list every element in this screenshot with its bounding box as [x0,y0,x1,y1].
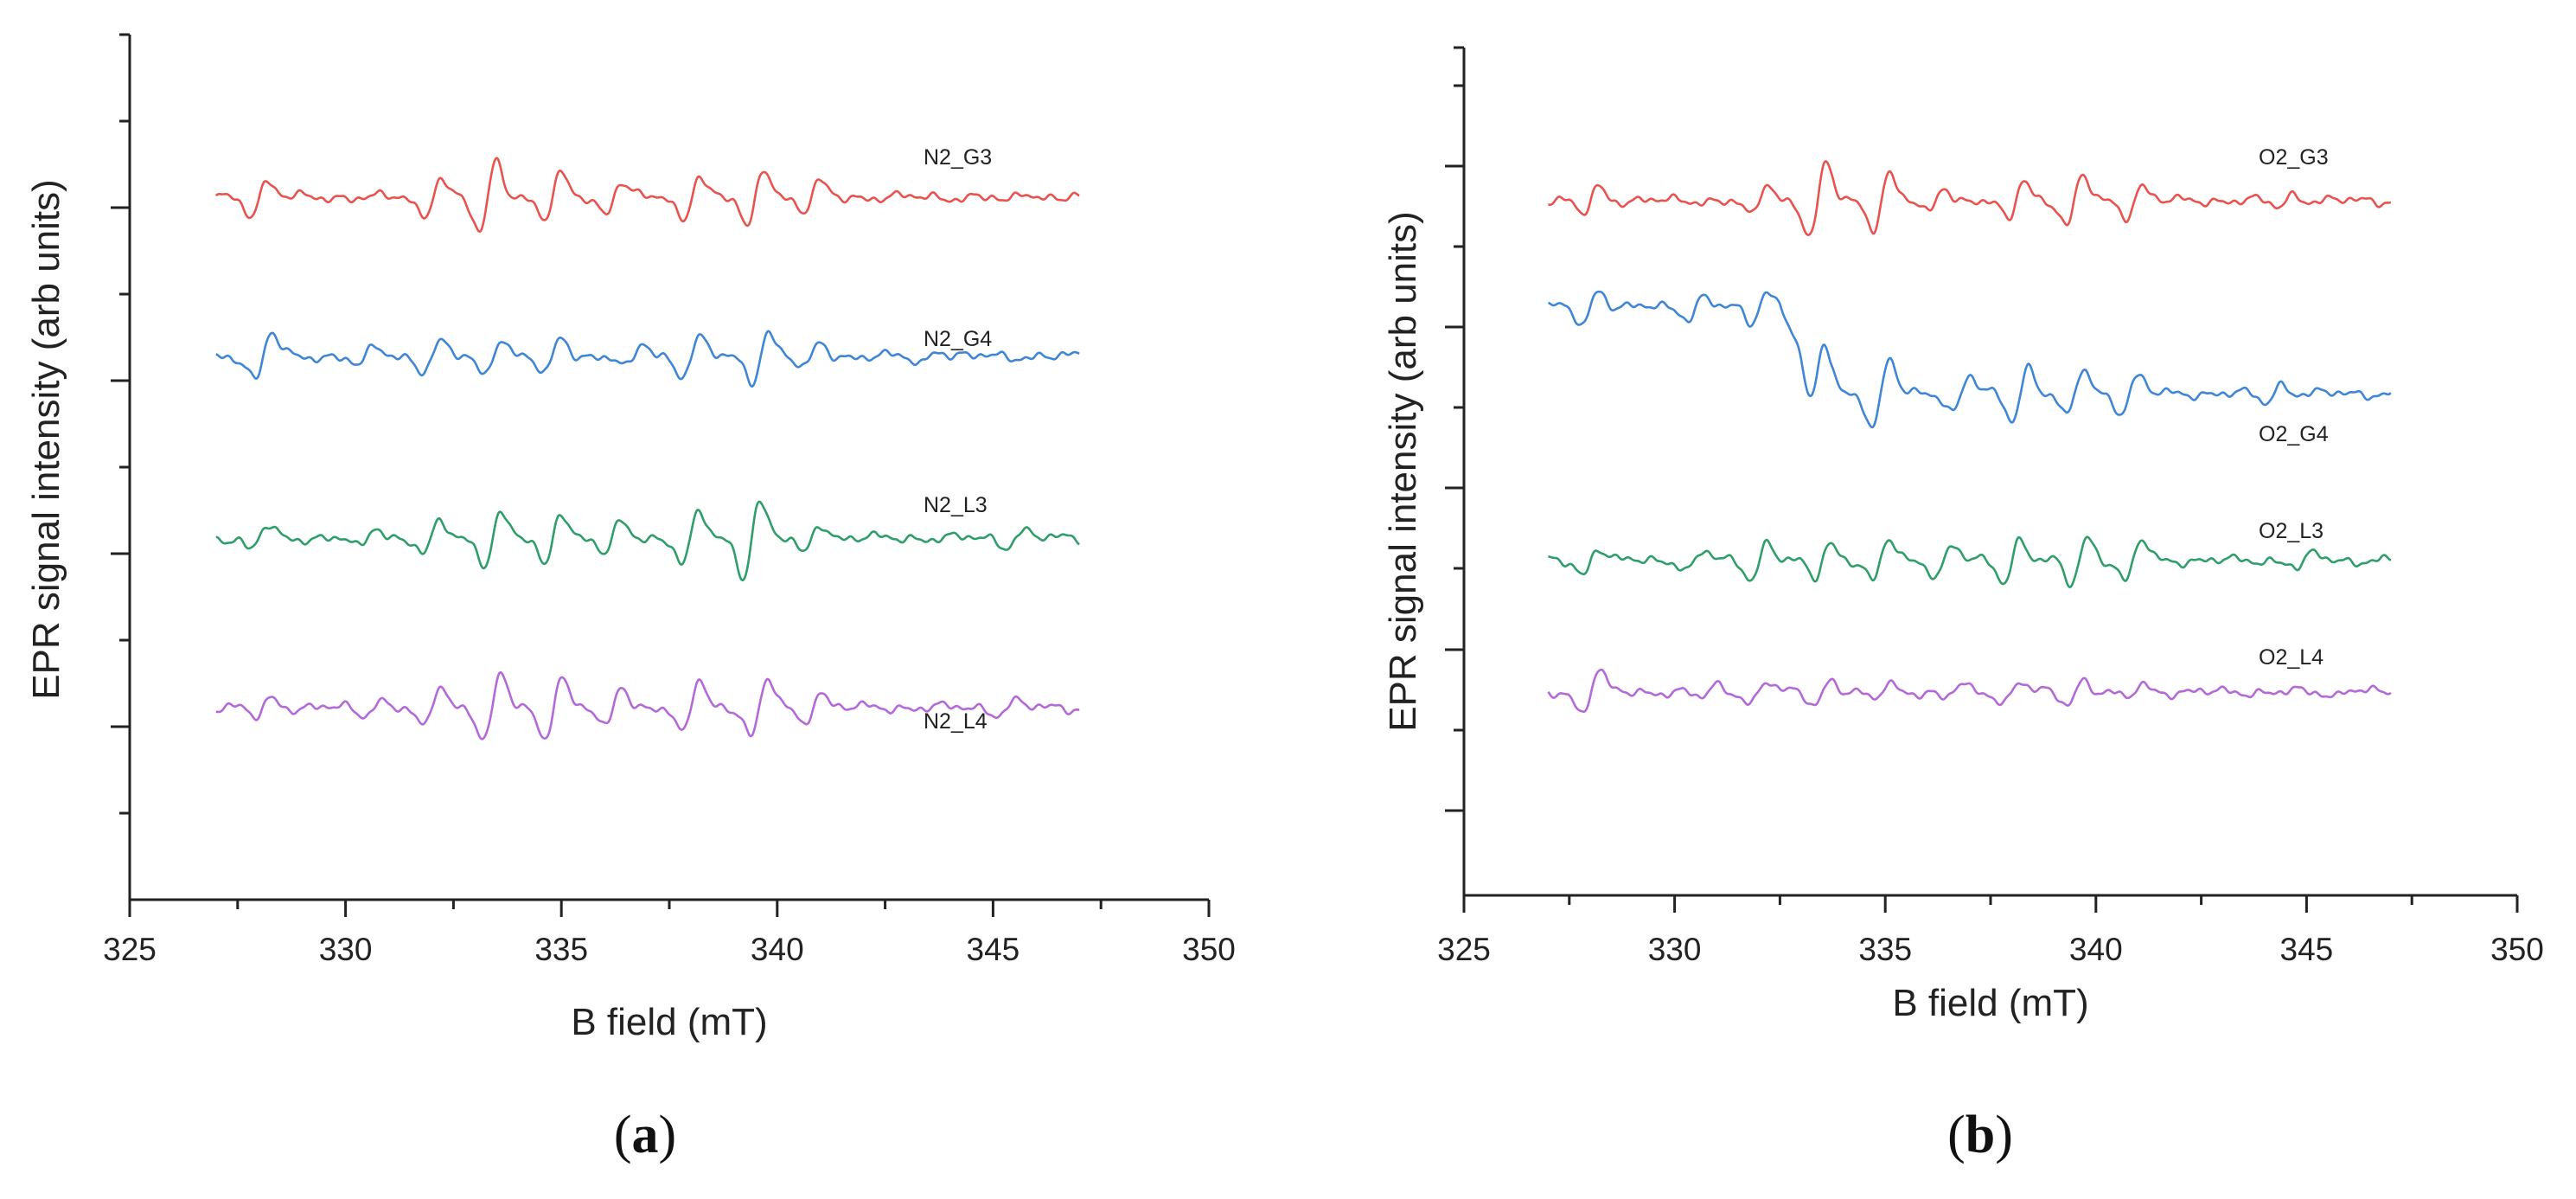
x-axis-title-b: B field (mT) [1892,982,2088,1024]
series-line-n2-l3 [215,500,1080,582]
x-ticks-b: 325 330 335 340 345 350 [1437,895,2544,967]
x-tick-label: 345 [967,932,1020,967]
plot-area-a: N2_G3 N2_G4 N2_L3 N2_L4 [214,145,1080,741]
y-ticks-b [1445,46,1464,812]
panel-label-b: (b) [1947,1106,2013,1164]
x-tick-label: 325 [103,932,157,967]
x-tick-label: 330 [1648,932,1702,967]
series-line-o2-l3 [1548,535,2392,588]
x-tick-label: 340 [2069,932,2123,967]
series-line-n2-g3 [214,157,1080,234]
x-tick-label: 335 [1858,932,1912,967]
x-tick-label: 350 [2490,932,2544,967]
series-line-n2-l4 [215,671,1080,741]
x-tick-label: 345 [2280,932,2334,967]
series-line-n2-g4 [215,330,1080,388]
series-label-n2-g4: N2_G4 [924,327,992,351]
x-tick-label: 340 [751,932,804,967]
x-tick-label: 350 [1182,932,1236,967]
plot-area-b: O2_G3 O2_G4 O2_L3 O2_L4 [1547,145,2392,713]
series-line-o2-g3 [1548,160,2392,236]
series-label-o2-g3: O2_G3 [2259,145,2329,170]
series-label-n2-g3: N2_G3 [924,145,992,170]
x-tick-label: 330 [319,932,373,967]
y-axis-title-b: EPR signal intensity (arb units) [1382,211,1424,732]
y-ticks-a [111,33,130,815]
y-axis-title-a: EPR signal intensity (arb units) [25,179,67,700]
series-label-o2-g4: O2_G4 [2259,422,2329,446]
series-line-o2-l4 [1547,668,2392,713]
x-tick-label: 335 [534,932,588,967]
series-label-o2-l4: O2_L4 [2259,645,2324,670]
x-ticks-a: 325 330 335 340 345 350 [103,900,1236,967]
series-label-n2-l4: N2_L4 [924,709,988,734]
x-tick-label: 325 [1437,932,1491,967]
series-label-n2-l3: N2_L3 [924,493,988,517]
series-line-o2-g4 [1548,290,2392,429]
x-axis-title-a: B field (mT) [571,1001,767,1043]
series-label-o2-l3: O2_L3 [2259,519,2324,543]
panel-label-a: (a) [614,1106,676,1164]
